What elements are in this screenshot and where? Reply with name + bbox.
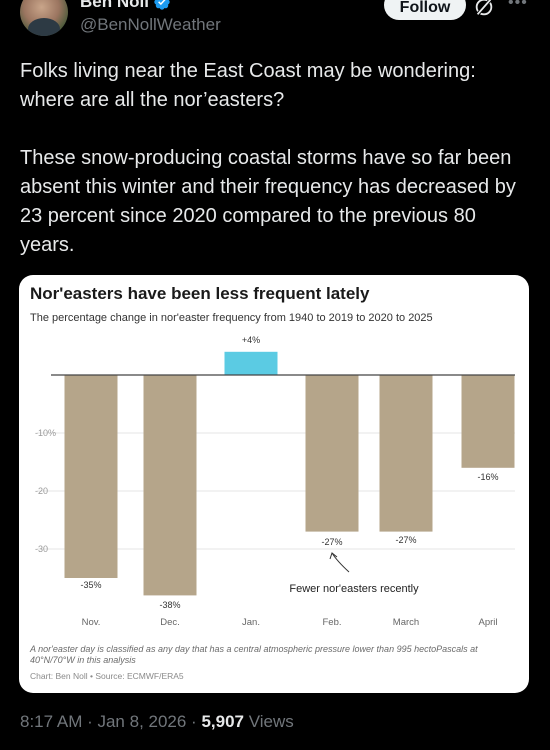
bar-chart: -10% -20 -30 -35% -38% +4% -27% -27% -16% Nov. Dec… (35, 335, 515, 628)
x-tick-label: Nov. (82, 617, 101, 628)
data-label: -27% (321, 537, 342, 547)
chart-image-card[interactable]: Nor'easters have been less frequent late… (19, 275, 529, 693)
author-handle[interactable]: @BenNollWeather (80, 15, 221, 34)
author-name-row: Ben Noll (80, 0, 171, 12)
bar-feb (305, 375, 359, 532)
data-label: +4% (242, 335, 260, 345)
x-tick-label: Feb. (322, 617, 341, 628)
tweet-timestamp[interactable]: 8:17 AM · Jan 8, 2026 · (20, 712, 202, 731)
bar-march (379, 375, 433, 532)
grok-icon[interactable] (473, 0, 495, 18)
data-label: -16% (477, 472, 498, 482)
bar-jan (224, 351, 278, 375)
avatar[interactable] (20, 0, 68, 36)
y-tick-label: -20 (35, 486, 48, 496)
follow-button[interactable]: Follow (384, 0, 466, 20)
data-label: -35% (80, 580, 101, 590)
verified-badge-icon (154, 0, 170, 10)
x-tick-label: Dec. (160, 617, 180, 628)
chart-footnote: A nor'easter day is classified as any da… (30, 644, 478, 665)
tweet-text: Folks living near the East Coast may be … (20, 60, 516, 256)
views-label: Views (244, 712, 294, 731)
data-label: -27% (395, 535, 416, 545)
more-options-icon[interactable]: ••• (508, 0, 528, 11)
author-display-name[interactable]: Ben Noll (80, 0, 149, 11)
x-tick-label: April (478, 617, 497, 628)
annotation-arrow (331, 552, 350, 573)
annotation-arrowhead (329, 552, 338, 560)
data-label: -38% (159, 600, 180, 610)
y-tick-label: -10% (35, 428, 56, 438)
y-tick-label: -30 (35, 544, 48, 554)
x-tick-label: Jan. (242, 617, 260, 628)
chart-credit: Chart: Ben Noll • Source: ECMWF/ERA5 (30, 671, 184, 681)
chart-title: Nor'easters have been less frequent late… (30, 284, 370, 303)
chart-annotation: Fewer nor'easters recently (289, 583, 419, 595)
bar-nov (64, 375, 118, 578)
views-count: 5,907 (201, 712, 244, 731)
chart-subtitle: The percentage change in nor'easter freq… (30, 312, 433, 324)
tweet-meta: 8:17 AM · Jan 8, 2026 · 5,907 Views (20, 712, 294, 732)
bar-april (461, 375, 515, 468)
x-tick-label: March (393, 617, 419, 628)
bar-dec (143, 375, 197, 596)
